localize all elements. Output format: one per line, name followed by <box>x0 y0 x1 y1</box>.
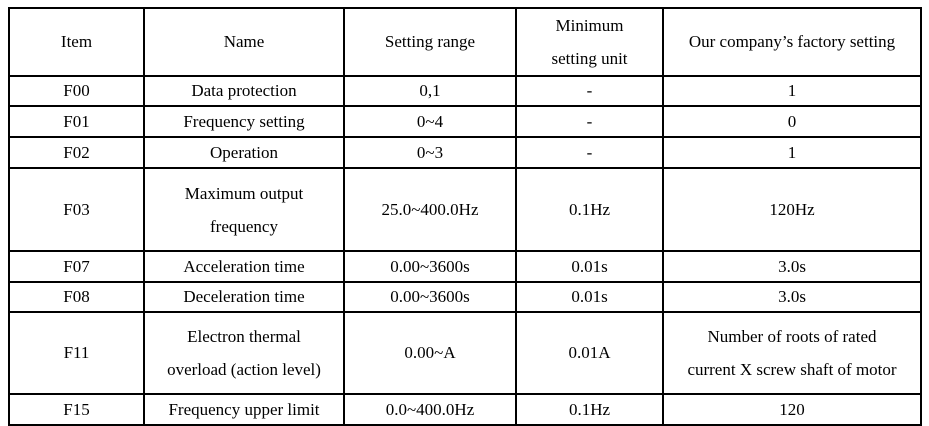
cell-name: Acceleration time <box>143 250 345 283</box>
column-header-name: Name <box>143 7 345 77</box>
cell-minimum-setting-unit: - <box>515 105 664 138</box>
cell-minimum-setting-unit: 0.1Hz <box>515 393 664 426</box>
row-f03: F03 Maximum output frequency 25.0~400.0H… <box>8 167 922 252</box>
cell-minimum-setting-unit: 0.01s <box>515 281 664 313</box>
header-row: Item Name Setting range Minimum setting … <box>8 7 922 77</box>
cell-setting-range: 0.00~3600s <box>343 250 517 283</box>
cell-minimum-setting-unit: 0.1Hz <box>515 167 664 252</box>
cell-minimum-setting-unit: 0.01A <box>515 311 664 395</box>
cell-setting-range: 0.00~3600s <box>343 281 517 313</box>
cell-name: Operation <box>143 136 345 169</box>
cell-setting-range: 25.0~400.0Hz <box>343 167 517 252</box>
cell-minimum-setting-unit: - <box>515 136 664 169</box>
cell-item: F01 <box>8 105 145 138</box>
column-header-minimum-setting-unit: Minimum setting unit <box>515 7 664 77</box>
cell-minimum-setting-unit: - <box>515 75 664 107</box>
cell-item: F07 <box>8 250 145 283</box>
parameter-table: Item Name Setting range Minimum setting … <box>8 7 922 426</box>
row-f01: F01 Frequency setting 0~4 - 0 <box>8 105 922 138</box>
cell-factory-setting: 120 <box>662 393 922 426</box>
cell-minimum-setting-unit: 0.01s <box>515 250 664 283</box>
row-f00: F00 Data protection 0,1 - 1 <box>8 75 922 107</box>
cell-name: Data protection <box>143 75 345 107</box>
cell-name: Electron thermal overload (action level) <box>143 311 345 395</box>
cell-factory-setting: 3.0s <box>662 250 922 283</box>
cell-setting-range: 0,1 <box>343 75 517 107</box>
row-f11: F11 Electron thermal overload (action le… <box>8 311 922 395</box>
column-header-factory-setting: Our company’s factory setting <box>662 7 922 77</box>
row-f07: F07 Acceleration time 0.00~3600s 0.01s 3… <box>8 250 922 283</box>
cell-factory-setting: Number of roots of rated current X screw… <box>662 311 922 395</box>
column-header-setting-range: Setting range <box>343 7 517 77</box>
cell-item: F00 <box>8 75 145 107</box>
cell-item: F08 <box>8 281 145 313</box>
cell-factory-setting: 1 <box>662 136 922 169</box>
cell-item: F03 <box>8 167 145 252</box>
cell-item: F15 <box>8 393 145 426</box>
cell-setting-range: 0.0~400.0Hz <box>343 393 517 426</box>
cell-setting-range: 0~3 <box>343 136 517 169</box>
row-f08: F08 Deceleration time 0.00~3600s 0.01s 3… <box>8 281 922 313</box>
cell-name: Deceleration time <box>143 281 345 313</box>
cell-item: F11 <box>8 311 145 395</box>
cell-factory-setting: 1 <box>662 75 922 107</box>
cell-name: Frequency setting <box>143 105 345 138</box>
cell-item: F02 <box>8 136 145 169</box>
column-header-item: Item <box>8 7 145 77</box>
cell-setting-range: 0.00~A <box>343 311 517 395</box>
cell-setting-range: 0~4 <box>343 105 517 138</box>
cell-name: Frequency upper limit <box>143 393 345 426</box>
cell-factory-setting: 120Hz <box>662 167 922 252</box>
cell-factory-setting: 3.0s <box>662 281 922 313</box>
cell-name: Maximum output frequency <box>143 167 345 252</box>
row-f02: F02 Operation 0~3 - 1 <box>8 136 922 169</box>
row-f15: F15 Frequency upper limit 0.0~400.0Hz 0.… <box>8 393 922 426</box>
cell-factory-setting: 0 <box>662 105 922 138</box>
